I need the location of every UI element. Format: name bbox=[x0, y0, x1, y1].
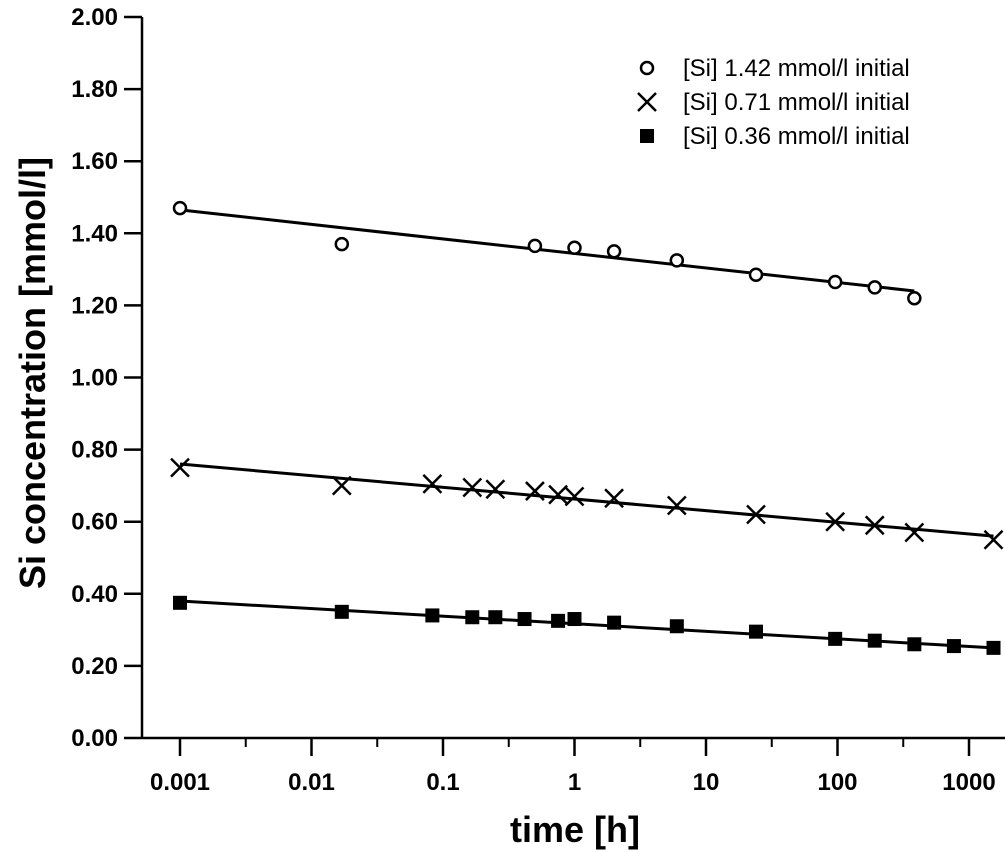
data-point-square bbox=[867, 633, 882, 648]
x-tick-label: 0.1 bbox=[426, 769, 459, 796]
data-point-square bbox=[173, 595, 187, 610]
y-tick-label: 1.40 bbox=[71, 220, 118, 247]
x-stroke bbox=[904, 522, 925, 543]
data-point-square bbox=[567, 612, 582, 627]
y-tick-label: 1.60 bbox=[71, 148, 118, 175]
data-point-x bbox=[604, 488, 624, 509]
data-point-x bbox=[422, 473, 443, 494]
x-stroke bbox=[525, 481, 545, 501]
x-stroke bbox=[548, 484, 568, 505]
y-axis-title: Si concentration [mmol/l] bbox=[12, 157, 53, 589]
legend-marker-x bbox=[637, 92, 657, 112]
x-stroke bbox=[485, 479, 506, 500]
y-tick-label: 0.20 bbox=[71, 653, 118, 680]
data-point-square bbox=[334, 604, 349, 619]
data-point-square bbox=[607, 615, 622, 630]
x-tick-label: 0.01 bbox=[288, 769, 335, 796]
data-point-square bbox=[748, 624, 763, 639]
x-stroke bbox=[864, 515, 885, 536]
x-stroke bbox=[170, 457, 190, 478]
legend-label: [Si] 1.42 mmol/l initial bbox=[683, 55, 910, 82]
x-stroke bbox=[746, 504, 766, 525]
data-point-square bbox=[669, 619, 684, 634]
x-stroke bbox=[331, 475, 352, 496]
axes: 0.00 0.20 0.40 0.60 0.80 1.00 1.20 1.40 1.60 1.80… bbox=[71, 4, 1005, 796]
data-point-square bbox=[907, 637, 922, 652]
data-point-x bbox=[904, 522, 925, 543]
data-point-circle bbox=[669, 253, 685, 268]
data-point-square bbox=[828, 631, 843, 646]
legend-label: [Si] 0.36 mmol/l initial bbox=[683, 123, 910, 150]
data-points bbox=[170, 200, 1004, 655]
y-tick-label: 2.00 bbox=[71, 4, 118, 31]
fit-line bbox=[179, 599, 994, 650]
data-point-square bbox=[986, 640, 1001, 655]
legend: [Si] 1.42 mmol/l initial [Si] 0.71 mmol/l… bbox=[637, 55, 910, 150]
data-point-circle bbox=[334, 236, 350, 252]
y-tick-label: 1.20 bbox=[71, 292, 118, 319]
data-point-x bbox=[548, 484, 568, 505]
x-stroke bbox=[637, 92, 657, 112]
legend-marker-square bbox=[640, 129, 654, 143]
legend-marker-circle bbox=[639, 60, 655, 76]
data-point-x bbox=[485, 479, 506, 500]
data-point-circle bbox=[867, 280, 883, 295]
data-point-circle bbox=[527, 238, 543, 254]
x-stroke bbox=[666, 495, 687, 516]
data-point-circle bbox=[827, 274, 843, 290]
x-tick-label: 1000 bbox=[942, 769, 995, 796]
x-stroke bbox=[462, 477, 483, 498]
data-point-x bbox=[825, 511, 846, 532]
y-tick-label: 1.00 bbox=[71, 365, 118, 392]
data-point-x bbox=[331, 475, 352, 496]
data-point-x bbox=[525, 481, 545, 501]
fit-line bbox=[179, 208, 915, 293]
x-stroke bbox=[564, 486, 585, 507]
x-axis-title: time [h] bbox=[510, 809, 640, 850]
data-point-circle bbox=[748, 267, 764, 283]
y-tick-label: 0.40 bbox=[71, 581, 118, 608]
x-tick-label: 1 bbox=[568, 769, 581, 796]
x-tick-label: 0.001 bbox=[150, 769, 210, 796]
data-point-square bbox=[946, 639, 961, 654]
data-point-x bbox=[564, 486, 585, 507]
data-point-x bbox=[462, 477, 483, 498]
x-tick-label: 10 bbox=[693, 769, 720, 796]
data-point-x bbox=[864, 515, 885, 536]
data-point-x bbox=[746, 504, 766, 525]
legend-label: [Si] 0.71 mmol/l initial bbox=[683, 89, 910, 116]
data-point-circle bbox=[907, 290, 922, 306]
data-point-circle bbox=[606, 244, 622, 259]
data-point-x bbox=[170, 457, 190, 478]
x-stroke bbox=[825, 511, 846, 532]
y-tick-label: 0.00 bbox=[71, 725, 118, 752]
fit-lines bbox=[179, 208, 994, 650]
x-tick-label: 100 bbox=[817, 769, 857, 796]
data-point-square bbox=[551, 613, 566, 628]
data-point-x bbox=[666, 495, 687, 516]
x-stroke bbox=[983, 529, 1004, 550]
x-stroke bbox=[422, 473, 443, 494]
y-tick-label: 0.80 bbox=[71, 437, 118, 464]
data-point-square bbox=[517, 612, 532, 627]
data-point-x bbox=[983, 529, 1004, 550]
y-tick-label: 1.80 bbox=[71, 76, 118, 103]
x-stroke bbox=[604, 488, 624, 509]
y-tick-label: 0.60 bbox=[71, 509, 118, 536]
data-point-circle bbox=[567, 240, 582, 255]
data-point-square bbox=[488, 610, 503, 625]
data-point-circle bbox=[172, 200, 188, 216]
data-point-square bbox=[425, 608, 440, 623]
data-point-square bbox=[465, 610, 480, 625]
fit-line bbox=[179, 462, 994, 538]
